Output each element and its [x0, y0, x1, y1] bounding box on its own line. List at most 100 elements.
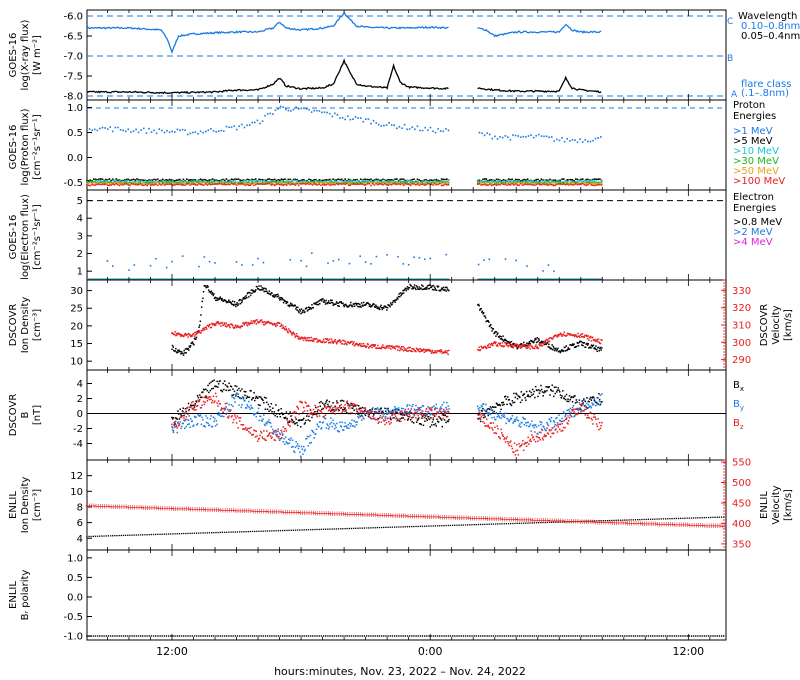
proton-point-blue: [501, 136, 504, 139]
enlil-density-point: [90, 535, 92, 538]
enlil-density-point: [249, 530, 251, 533]
proton-point-black: [432, 179, 434, 182]
proton-point-red: [437, 183, 439, 185]
dscovr-b-point-blue: [191, 420, 193, 422]
proton-point-black: [139, 179, 142, 181]
proton-point-red: [106, 184, 109, 186]
proton-point-orange: [113, 182, 116, 184]
dscovr-b-point-red: [421, 414, 423, 417]
dscovr-b-point-red: [481, 414, 483, 416]
dscovr-b-point-black: [223, 380, 226, 382]
proton-point-red: [292, 183, 295, 185]
dscovr-b-point-red: [381, 416, 383, 418]
dscovr-velocity-point: [348, 341, 350, 344]
dscovr-b-point-red: [367, 411, 370, 414]
dscovr-b-point-red: [244, 428, 246, 430]
enlil-density-point: [150, 533, 152, 536]
dscovr-b-point-red: [336, 402, 338, 404]
proton-point-blue: [556, 138, 558, 141]
proton-point-black: [337, 178, 340, 180]
dscovr-velocity-point: [526, 346, 528, 348]
dscovr-density-ylabel-1: DSCOVR: [8, 304, 19, 347]
proton-point-cyan: [180, 180, 183, 183]
dscovr-velocity-point: [482, 347, 484, 349]
dscovr-velocity-point: [515, 346, 518, 348]
xray-flare-class-label: flare class: [741, 79, 791, 90]
dscovr-b-point-blue: [416, 411, 419, 413]
dscovr-b-point-red: [262, 437, 264, 440]
proton-point-red: [156, 184, 159, 187]
proton-point-cyan: [127, 179, 130, 182]
dscovr-b-point-red: [282, 426, 285, 428]
proton-point-blue: [192, 131, 194, 134]
proton-point-orange: [507, 182, 510, 184]
enlil-density-point: [432, 525, 434, 527]
proton-point-black: [105, 178, 107, 181]
proton-point-red: [100, 183, 102, 186]
enlil-density-point: [443, 525, 445, 527]
dscovr-b-point-blue: [241, 404, 243, 406]
dscovr-b-point-blue: [355, 424, 358, 426]
dscovr-density-point: [500, 336, 502, 338]
dscovr-b-point-blue: [308, 435, 310, 438]
enlil-density-point: [632, 519, 634, 521]
electron-legend-item: >4 MeV: [733, 237, 773, 248]
dscovr-b-point-red: [548, 429, 550, 431]
proton-point-black: [268, 178, 271, 180]
dscovr-b-point-black: [527, 394, 529, 396]
dscovr-velocity-point: [241, 325, 243, 328]
dscovr-b-point-black: [477, 418, 480, 420]
dscovr-velocity-point: [235, 324, 237, 327]
dscovr-density-point: [601, 347, 603, 349]
proton-point-red: [518, 184, 520, 187]
dscovr-b-point-black: [350, 402, 352, 405]
dscovr-b-point-black: [507, 396, 509, 398]
dscovr-density-point: [410, 285, 413, 287]
dscovr-velocity-point: [376, 347, 378, 350]
dscovr-b-point-red: [435, 413, 437, 416]
dscovr-b-point-black: [289, 411, 291, 413]
proton-ylabel-2: log(Proton flux): [20, 108, 31, 185]
proton-point-black: [280, 178, 283, 180]
dscovr-density-point: [351, 305, 354, 307]
dscovr-b-point-black: [290, 418, 293, 421]
dscovr-b-point-black: [257, 397, 259, 399]
dscovr-velocity-point: [344, 342, 347, 344]
enlil-density-point: [193, 532, 196, 534]
proton-point-green: [478, 181, 481, 183]
dscovr-density-point: [356, 303, 358, 305]
dscovr-density-point: [400, 294, 402, 297]
dscovr-b-point-red: [502, 435, 504, 437]
proton-point-red: [396, 183, 398, 186]
dscovr-b-point-red: [250, 426, 252, 429]
dscovr-b-point-black: [584, 400, 587, 403]
proton-point-orange: [194, 182, 197, 185]
dscovr-velocity-point: [360, 343, 363, 345]
dscovr-b-point-blue: [426, 413, 428, 415]
dscovr-b-point-black: [406, 419, 409, 421]
dscovr-b-point-blue: [205, 421, 208, 424]
dscovr-velocity-point: [486, 345, 489, 347]
dscovr-b-point-red: [385, 422, 388, 424]
dscovr-b-point-black: [287, 421, 289, 423]
dscovr-b-point-black: [525, 399, 527, 401]
dscovr-velocity-point: [268, 321, 271, 324]
proton-point-red: [242, 183, 245, 186]
dscovr-density-point: [233, 301, 236, 303]
proton-point-green: [129, 181, 131, 184]
proton-point-black: [117, 179, 119, 181]
dscovr-velocity-point: [279, 322, 281, 324]
dscovr-b-point-red: [364, 408, 367, 410]
dscovr-b-point-black: [482, 416, 485, 419]
dscovr-b-point-black: [315, 413, 318, 416]
dscovr-b-point-red: [517, 454, 520, 456]
proton-point-black: [482, 178, 484, 181]
dscovr-b-point-black: [558, 389, 560, 391]
enlil-density-point: [563, 521, 566, 523]
proton-point-black: [310, 179, 312, 181]
proton-point-black: [218, 180, 221, 182]
proton-point-red: [415, 184, 417, 186]
dscovr-velocity-point: [371, 343, 374, 346]
